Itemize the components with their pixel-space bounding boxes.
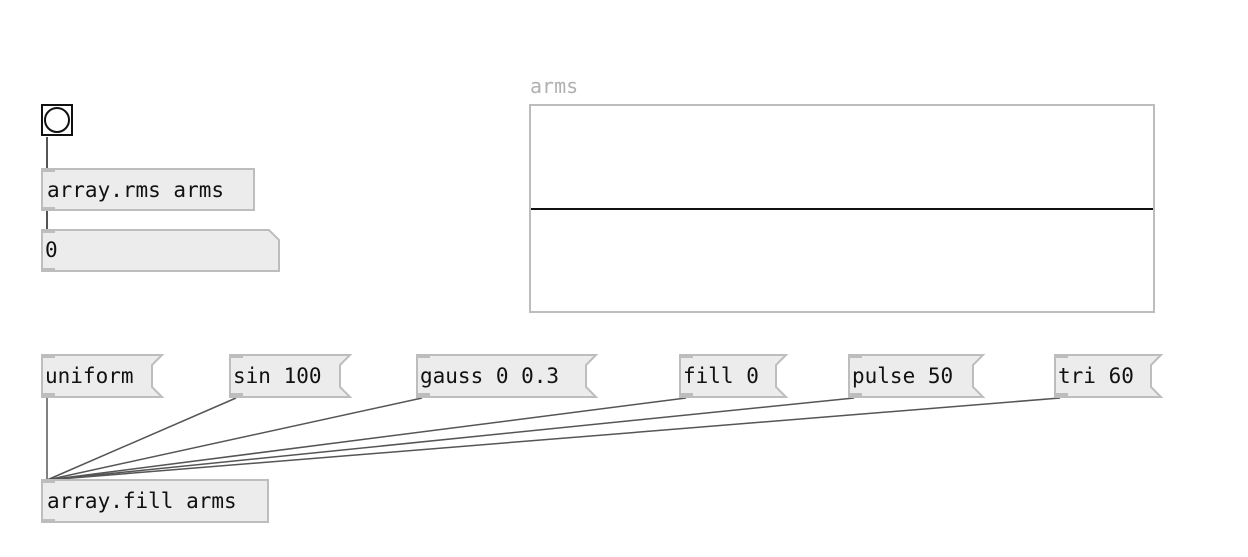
- inlet[interactable]: [848, 354, 862, 358]
- outlet[interactable]: [848, 393, 862, 397]
- bang-button[interactable]: [41, 104, 73, 136]
- outlet[interactable]: [229, 393, 243, 397]
- inlet[interactable]: [229, 354, 243, 358]
- array-fill-label: array.fill arms: [47, 489, 237, 513]
- message-pulse-label: pulse 50: [852, 364, 954, 388]
- array-graph[interactable]: [529, 104, 1155, 313]
- message-uniform[interactable]: uniform: [41, 354, 165, 398]
- inlet[interactable]: [679, 354, 693, 358]
- message-tri-label: tri 60: [1058, 364, 1134, 388]
- outlet[interactable]: [41, 519, 55, 523]
- array-waveform: [531, 208, 1153, 210]
- message-gauss[interactable]: gauss 0 0.3: [416, 354, 599, 398]
- inlet[interactable]: [41, 229, 55, 233]
- message-tri[interactable]: tri 60: [1054, 354, 1164, 398]
- inlet[interactable]: [41, 479, 55, 483]
- array-fill-object[interactable]: array.fill arms: [41, 479, 269, 523]
- cord-pulse-to-fill: [46, 397, 855, 481]
- bang-circle-icon: [44, 107, 70, 133]
- inlet[interactable]: [416, 354, 430, 358]
- cord-fill-to-fill: [46, 397, 687, 481]
- array-rms-label: array.rms arms: [47, 178, 225, 202]
- array-name-label: arms: [530, 74, 579, 98]
- inlet[interactable]: [41, 354, 55, 358]
- outlet[interactable]: [679, 393, 693, 397]
- cord-sin-to-fill: [46, 397, 237, 481]
- number-value: 0: [45, 238, 58, 262]
- cord-gauss-to-fill: [46, 397, 423, 481]
- outlet[interactable]: [416, 393, 430, 397]
- cord-tri-to-fill: [46, 397, 1061, 481]
- inlet[interactable]: [1054, 354, 1068, 358]
- message-sin-label: sin 100: [233, 364, 322, 388]
- message-pulse[interactable]: pulse 50: [848, 354, 986, 398]
- outlet[interactable]: [41, 268, 55, 272]
- message-gauss-label: gauss 0 0.3: [420, 364, 560, 388]
- array-rms-object[interactable]: array.rms arms: [41, 168, 255, 211]
- outlet[interactable]: [41, 393, 55, 397]
- message-sin[interactable]: sin 100: [229, 354, 353, 398]
- message-uniform-label: uniform: [45, 364, 134, 388]
- outlet[interactable]: [41, 207, 55, 211]
- number-box[interactable]: 0: [41, 229, 280, 272]
- inlet[interactable]: [41, 168, 55, 172]
- outlet[interactable]: [1054, 393, 1068, 397]
- message-fill-label: fill 0: [683, 364, 759, 388]
- message-fill[interactable]: fill 0: [679, 354, 789, 398]
